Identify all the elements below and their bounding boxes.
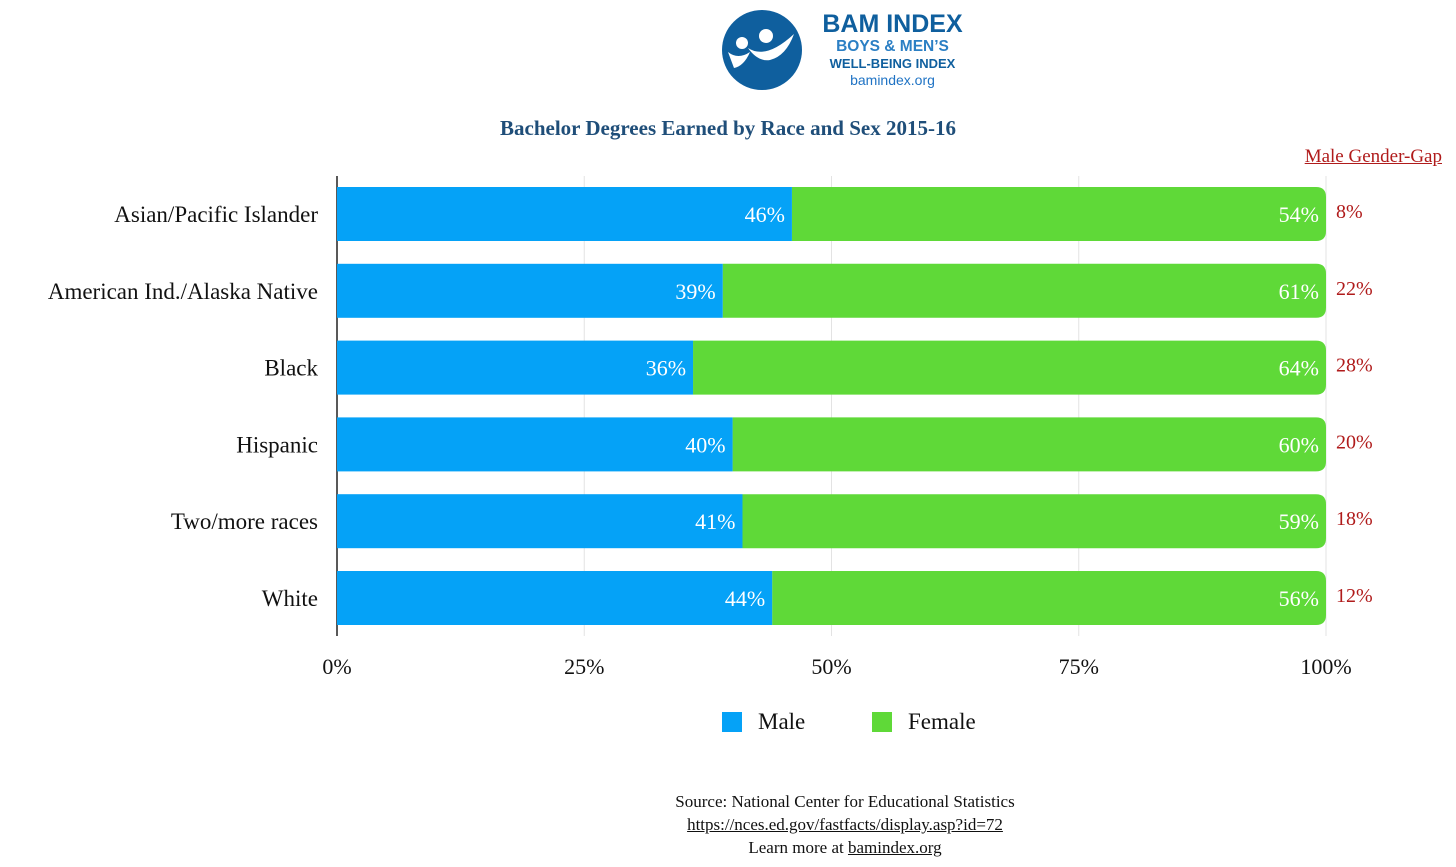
male-bar [337,187,792,241]
x-tick-label: 0% [322,654,351,679]
category-label: Asian/Pacific Islander [114,202,318,227]
stacked-bar-chart: 0% 25% 50% 75% 100% Asian/Pacific Islander 46%… [48,176,1373,679]
legend-label: Female [908,709,976,734]
x-tick-label: 100% [1300,654,1351,679]
category-label: American Ind./Alaska Native [48,279,318,304]
gender-gap-label: 22% [1336,278,1373,300]
female-value-label: 54% [1279,202,1319,227]
x-tick-label: 25% [564,654,604,679]
category-label: Two/more races [171,509,318,534]
logo-text-block: BAM INDEX BOYS & MEN’S WELL-BEING INDEX … [805,10,980,89]
gender-gap-label: 28% [1336,355,1373,377]
male-value-label: 46% [745,202,785,227]
gender-gap-label: 8% [1336,201,1363,223]
male-value-label: 40% [685,432,725,457]
logo-url-link[interactable]: bamindex.org [850,72,935,88]
female-value-label: 64% [1279,356,1319,381]
gender-gap-label: 12% [1336,585,1373,607]
logo-title: BAM INDEX [822,10,963,38]
chart-title: Bachelor Degrees Earned by Race and Sex … [500,116,956,140]
bam-index-logo: BAM INDEX BOYS & MEN’S WELL-BEING INDEX … [720,4,980,102]
male-value-label: 44% [725,586,765,611]
legend: Male Female [0,706,1456,738]
female-value-label: 59% [1279,509,1319,534]
male-value-label: 41% [695,509,735,534]
male-bar [337,263,723,318]
female-bar [791,187,1326,241]
female-value-label: 56% [1279,586,1319,611]
source-text: Source: National Center for Educational … [675,792,1015,811]
male-bar [337,571,773,625]
female-bar [722,263,1326,318]
learn-more-link[interactable]: bamindex.org [847,838,942,857]
female-bar [742,494,1326,549]
male-value-label: 36% [646,356,686,381]
gender-gap-label: 20% [1336,431,1373,453]
logo-subtitle-2: WELL-BEING INDEX [829,56,956,71]
category-label: Hispanic [236,432,318,457]
female-value-label: 61% [1279,279,1319,304]
gender-gap-header: Male Gender-Gap [1304,146,1442,167]
female-bar [732,417,1326,472]
x-tick-label: 50% [811,654,851,679]
female-bar [772,571,1326,625]
learn-more-line: Learn more at bamindex.org [600,836,1090,859]
category-label: White [262,586,318,611]
female-value-label: 60% [1279,432,1319,457]
legend-item: Male [722,709,805,735]
legend-swatch [872,712,892,732]
category-label: Black [264,356,318,381]
male-bar [337,417,733,472]
learn-more-text: Learn more at [748,838,848,857]
x-tick-label: 75% [1059,654,1099,679]
gender-gap-label: 18% [1336,508,1373,530]
source-url-link[interactable]: https://nces.ed.gov/fastfacts/display.as… [687,815,1003,834]
bam-logo-icon [722,10,802,90]
source-block: Source: National Center for Educational … [600,790,1090,859]
male-value-label: 39% [675,279,715,304]
legend-item: Female [872,709,976,735]
male-bar [337,494,743,549]
legend-label: Male [758,709,806,734]
female-bar [693,340,1326,395]
male-bar [337,340,694,395]
legend-swatch [722,712,742,732]
logo-subtitle: BOYS & MEN’S [836,38,949,55]
